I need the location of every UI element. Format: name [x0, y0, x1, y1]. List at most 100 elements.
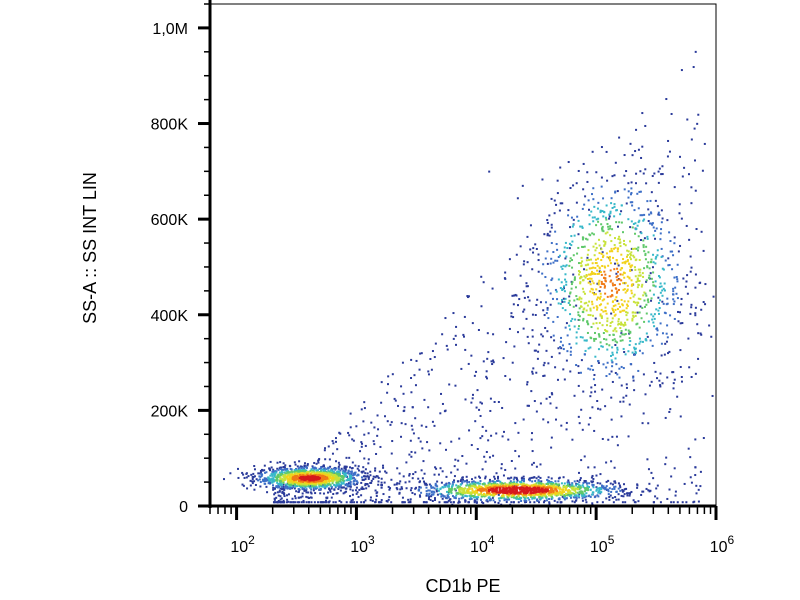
- event-dot: [488, 170, 491, 173]
- event-dot: [336, 472, 339, 475]
- event-dot: [454, 458, 457, 461]
- event-dot: [613, 237, 616, 240]
- event-dot: [582, 279, 585, 282]
- event-dot: [694, 159, 697, 162]
- event-dot: [499, 490, 502, 493]
- event-dot: [377, 483, 380, 486]
- event-dot: [424, 483, 427, 486]
- event-dot: [653, 361, 656, 364]
- event-dot: [362, 470, 365, 473]
- event-dot: [597, 361, 600, 364]
- event-dot: [658, 307, 661, 310]
- event-dot: [277, 482, 280, 485]
- event-dot: [479, 498, 482, 501]
- event-dot: [561, 344, 564, 347]
- event-dot: [534, 243, 537, 246]
- event-dot: [378, 501, 381, 504]
- event-dot: [513, 484, 516, 487]
- event-dot: [625, 170, 628, 173]
- event-dot: [331, 475, 334, 478]
- event-dot: [557, 302, 560, 305]
- event-dot: [613, 174, 616, 177]
- event-dot: [619, 327, 622, 330]
- event-dot: [337, 487, 340, 490]
- event-dot: [349, 466, 352, 469]
- event-dot: [276, 501, 279, 504]
- event-dot: [624, 291, 627, 294]
- event-dot: [523, 499, 526, 502]
- event-dot: [608, 487, 611, 490]
- event-dot: [630, 251, 633, 254]
- event-dot: [561, 488, 564, 491]
- event-dot: [342, 481, 345, 484]
- event-dot: [658, 167, 661, 170]
- event-dot: [287, 493, 290, 496]
- event-dot: [656, 249, 659, 252]
- event-dot: [660, 228, 663, 231]
- event-dot: [336, 484, 339, 487]
- event-dot: [586, 238, 589, 241]
- event-dot: [559, 166, 562, 169]
- event-dot: [647, 422, 650, 425]
- event-dot: [627, 250, 630, 253]
- event-dot: [582, 311, 585, 314]
- event-dot: [570, 491, 573, 494]
- event-dot: [522, 418, 525, 421]
- event-dot: [502, 474, 505, 477]
- event-dot: [613, 487, 616, 490]
- event-dot: [396, 488, 399, 491]
- event-dot: [589, 307, 592, 310]
- event-dot: [678, 203, 681, 206]
- event-dot: [599, 292, 602, 295]
- event-dot: [587, 263, 590, 266]
- event-dot: [642, 294, 645, 297]
- event-dot: [620, 210, 623, 213]
- event-dot: [538, 487, 541, 490]
- event-dot: [500, 489, 503, 492]
- event-dot: [690, 138, 693, 141]
- event-dot: [656, 329, 659, 332]
- event-dot: [329, 472, 332, 475]
- event-dot: [512, 478, 515, 481]
- event-dot: [332, 493, 335, 496]
- event-dot: [301, 488, 304, 491]
- event-dot: [697, 113, 700, 116]
- event-dot: [503, 491, 506, 494]
- event-dot: [577, 384, 580, 387]
- event-dot: [507, 477, 510, 480]
- event-dot: [630, 292, 633, 295]
- event-dot: [536, 493, 539, 496]
- event-dot: [581, 225, 584, 228]
- event-dot: [466, 295, 469, 298]
- event-dot: [548, 234, 551, 237]
- event-dot: [623, 288, 626, 291]
- event-dot: [546, 330, 549, 333]
- event-dot: [640, 232, 643, 235]
- event-dot: [644, 338, 647, 341]
- event-dot: [546, 234, 549, 237]
- event-dot: [494, 491, 497, 494]
- event-dot: [629, 256, 632, 259]
- event-dot: [597, 359, 600, 362]
- event-dot: [581, 245, 584, 248]
- event-dot: [523, 308, 526, 311]
- event-dot: [289, 476, 292, 479]
- event-dot: [494, 493, 497, 496]
- event-dot: [676, 278, 679, 281]
- event-dot: [441, 470, 444, 473]
- event-dot: [306, 481, 309, 484]
- event-dot: [625, 394, 628, 397]
- event-dot: [336, 473, 339, 476]
- event-dot: [617, 493, 620, 496]
- event-dot: [559, 490, 562, 493]
- event-dot: [618, 235, 621, 238]
- event-dot: [615, 435, 618, 438]
- event-dot: [331, 452, 334, 455]
- event-dot: [434, 498, 437, 501]
- event-dot: [472, 480, 475, 483]
- event-dot: [629, 265, 632, 268]
- event-dot: [229, 472, 232, 475]
- event-dot: [581, 336, 584, 339]
- event-dot: [463, 335, 466, 338]
- event-dot: [646, 237, 649, 240]
